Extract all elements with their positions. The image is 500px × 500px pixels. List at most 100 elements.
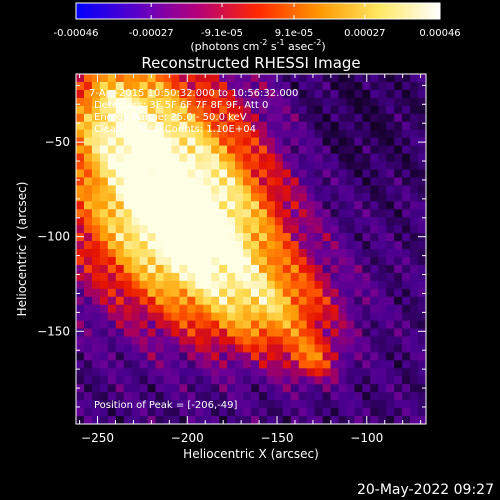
heatmap-cell: [91, 416, 101, 424]
heatmap-cell: [155, 400, 165, 409]
heatmap-cell: [354, 312, 363, 322]
heatmap-cell: [91, 233, 101, 242]
heatmap-cell: [203, 193, 212, 202]
heatmap-cell: [410, 280, 419, 290]
heatmap-cell: [298, 312, 308, 322]
heatmap-cell: [322, 97, 332, 107]
heatmap-cell: [314, 225, 324, 234]
heatmap-cell: [298, 209, 308, 218]
heatmap-cell: [386, 241, 395, 250]
heatmap-cell: [258, 169, 268, 179]
heatmap-cell: [83, 296, 93, 306]
heatmap-cell: [266, 416, 276, 424]
heatmap-cell: [171, 336, 181, 346]
heatmap-cell: [195, 233, 204, 242]
heatmap-cell: [211, 81, 220, 91]
x-tick-label: −200: [171, 431, 204, 445]
heatmap-cell: [187, 408, 196, 417]
heatmap-cell: [163, 89, 173, 99]
heatmap-cell: [211, 97, 220, 107]
heatmap-cell: [394, 113, 403, 123]
heatmap-cell: [370, 328, 379, 338]
heatmap-cell: [394, 209, 403, 218]
colorbar-tick-label: 0.00046: [419, 28, 460, 39]
heatmap-cell: [219, 376, 228, 385]
heatmap-cell: [338, 89, 348, 99]
heatmap-cell: [107, 193, 117, 202]
heatmap-cell: [282, 336, 292, 346]
heatmap-cell: [402, 177, 411, 186]
heatmap-cell: [227, 177, 236, 186]
heatmap-cell: [187, 81, 196, 91]
heatmap-cell: [139, 177, 149, 186]
heatmap-cell: [115, 113, 125, 123]
heatmap-cell: [338, 161, 348, 171]
heatmap-cell: [171, 129, 181, 139]
heatmap-cell: [195, 304, 204, 314]
heatmap-cell: [76, 225, 85, 234]
heatmap-cell: [195, 336, 204, 346]
heatmap-cell: [171, 320, 181, 330]
heatmap-cell: [227, 185, 236, 194]
heatmap-cell: [211, 312, 220, 322]
heatmap-cell: [243, 392, 252, 401]
heatmap-cell: [378, 89, 387, 99]
heatmap-cell: [219, 400, 228, 409]
heatmap-cell: [402, 201, 411, 210]
heatmap-cell: [330, 89, 340, 99]
heatmap-cell: [107, 352, 117, 361]
heatmap-cell: [378, 137, 387, 147]
heatmap-cell: [243, 328, 252, 338]
heatmap-cell: [139, 296, 149, 306]
heatmap-cell: [290, 392, 300, 401]
heatmap-cell: [83, 360, 93, 369]
heatmap-cell: [378, 233, 387, 242]
heatmap-cell: [187, 264, 196, 274]
heatmap-cell: [282, 344, 292, 354]
heatmap-cell: [306, 169, 316, 179]
heatmap-cell: [306, 225, 316, 234]
heatmap-cell: [91, 113, 101, 123]
heatmap-cell: [195, 193, 204, 202]
heatmap-cell: [274, 161, 284, 171]
heatmap-cell: [314, 129, 324, 139]
heatmap-cell: [322, 416, 332, 424]
heatmap-cell: [83, 256, 93, 266]
heatmap-cell: [203, 169, 212, 179]
heatmap-cell: [322, 408, 332, 417]
heatmap-cell: [258, 344, 268, 354]
heatmap-cell: [99, 264, 109, 274]
heatmap-cell: [179, 400, 188, 409]
heatmap-cell: [203, 320, 212, 330]
heatmap-cell: [83, 400, 93, 409]
heatmap-cell: [322, 105, 332, 115]
heatmap-cell: [163, 320, 173, 330]
heatmap-cell: [314, 249, 324, 258]
heatmap-cell: [203, 113, 212, 123]
heatmap-cell: [227, 264, 236, 274]
heatmap-cell: [131, 97, 141, 107]
heatmap-cell: [179, 201, 188, 210]
heatmap-cell: [258, 408, 268, 417]
heatmap-cell: [139, 360, 149, 369]
heatmap-cell: [76, 129, 85, 139]
heatmap-cell: [179, 137, 188, 147]
heatmap-cell: [179, 368, 188, 377]
heatmap-cell: [306, 105, 316, 115]
heatmap-cell: [378, 129, 387, 139]
heatmap-cell: [123, 217, 133, 226]
heatmap-cell: [338, 201, 348, 210]
heatmap-cell: [115, 360, 125, 369]
heatmap-cell: [274, 320, 284, 330]
heatmap-cell: [83, 201, 93, 210]
heatmap-cell: [219, 288, 228, 298]
heatmap-cell: [298, 264, 308, 274]
heatmap-cell: [410, 177, 419, 186]
heatmap-cell: [179, 416, 188, 424]
heatmap-cell: [394, 376, 403, 385]
heatmap-cell: [115, 352, 125, 361]
heatmap-cell: [211, 105, 220, 115]
heatmap-cell: [235, 137, 244, 147]
heatmap-cell: [378, 352, 387, 361]
heatmap-cell: [203, 209, 212, 218]
